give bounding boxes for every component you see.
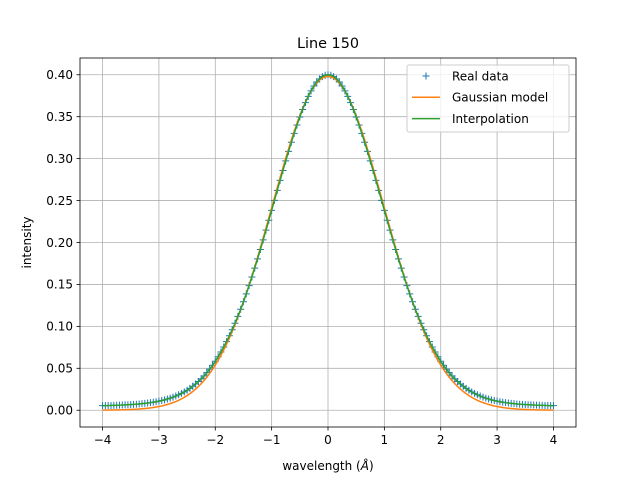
legend-entry: Gaussian model xyxy=(412,91,548,105)
series-interpolation xyxy=(102,74,554,407)
x-axis-label-main: wavelength ( xyxy=(282,459,360,473)
y-tick-label: 0.15 xyxy=(46,278,73,292)
x-tick-label: −2 xyxy=(206,433,224,447)
x-tick-label: −1 xyxy=(263,433,281,447)
legend-label: Real data xyxy=(452,69,509,83)
x-tick-label: −4 xyxy=(94,433,112,447)
legend-entry: Interpolation xyxy=(412,112,529,126)
y-tick-label: 0.25 xyxy=(46,194,73,208)
legend-box xyxy=(406,64,570,133)
series-line xyxy=(102,75,554,411)
x-axis-label-close: ) xyxy=(369,459,374,473)
y-tick-label: 0.30 xyxy=(46,152,73,166)
x-tick-label: 2 xyxy=(437,433,445,447)
legend-entry: Real data xyxy=(422,69,509,83)
y-tick-label: 0.10 xyxy=(46,320,73,334)
x-tick-label: 1 xyxy=(381,433,389,447)
ticks: −4 −3 −2 −1 0 1 2 3 4 0.00 0.05 0.10 0.15 0.20 0.25 0.3… xyxy=(46,68,557,447)
x-axis-label: wavelength (Å) xyxy=(282,458,373,473)
y-axis-label: intensity xyxy=(20,216,34,268)
x-axis-label-unit: Å xyxy=(360,458,369,473)
y-tick-label: 0.05 xyxy=(46,362,73,376)
chart-title: Line 150 xyxy=(297,36,359,52)
series-layer xyxy=(99,71,557,411)
x-tick-label: 4 xyxy=(550,433,558,447)
x-tick-label: −3 xyxy=(150,433,168,447)
x-tick-label: 3 xyxy=(493,433,501,447)
series-line xyxy=(102,74,554,407)
legend-label: Interpolation xyxy=(452,112,529,126)
y-tick-label: 0.00 xyxy=(46,404,73,418)
y-tick-label: 0.35 xyxy=(46,110,73,124)
legend-label: Gaussian model xyxy=(452,91,548,105)
x-tick-label: 0 xyxy=(324,433,332,447)
series-gaussian-model xyxy=(102,75,554,411)
y-tick-label: 0.20 xyxy=(46,236,73,250)
legend-marker xyxy=(422,72,430,80)
legend-items: Real data Gaussian model Interpolation xyxy=(412,69,548,126)
legend: Real data Gaussian model Interpolation xyxy=(406,64,570,133)
y-tick-label: 0.40 xyxy=(46,68,73,82)
